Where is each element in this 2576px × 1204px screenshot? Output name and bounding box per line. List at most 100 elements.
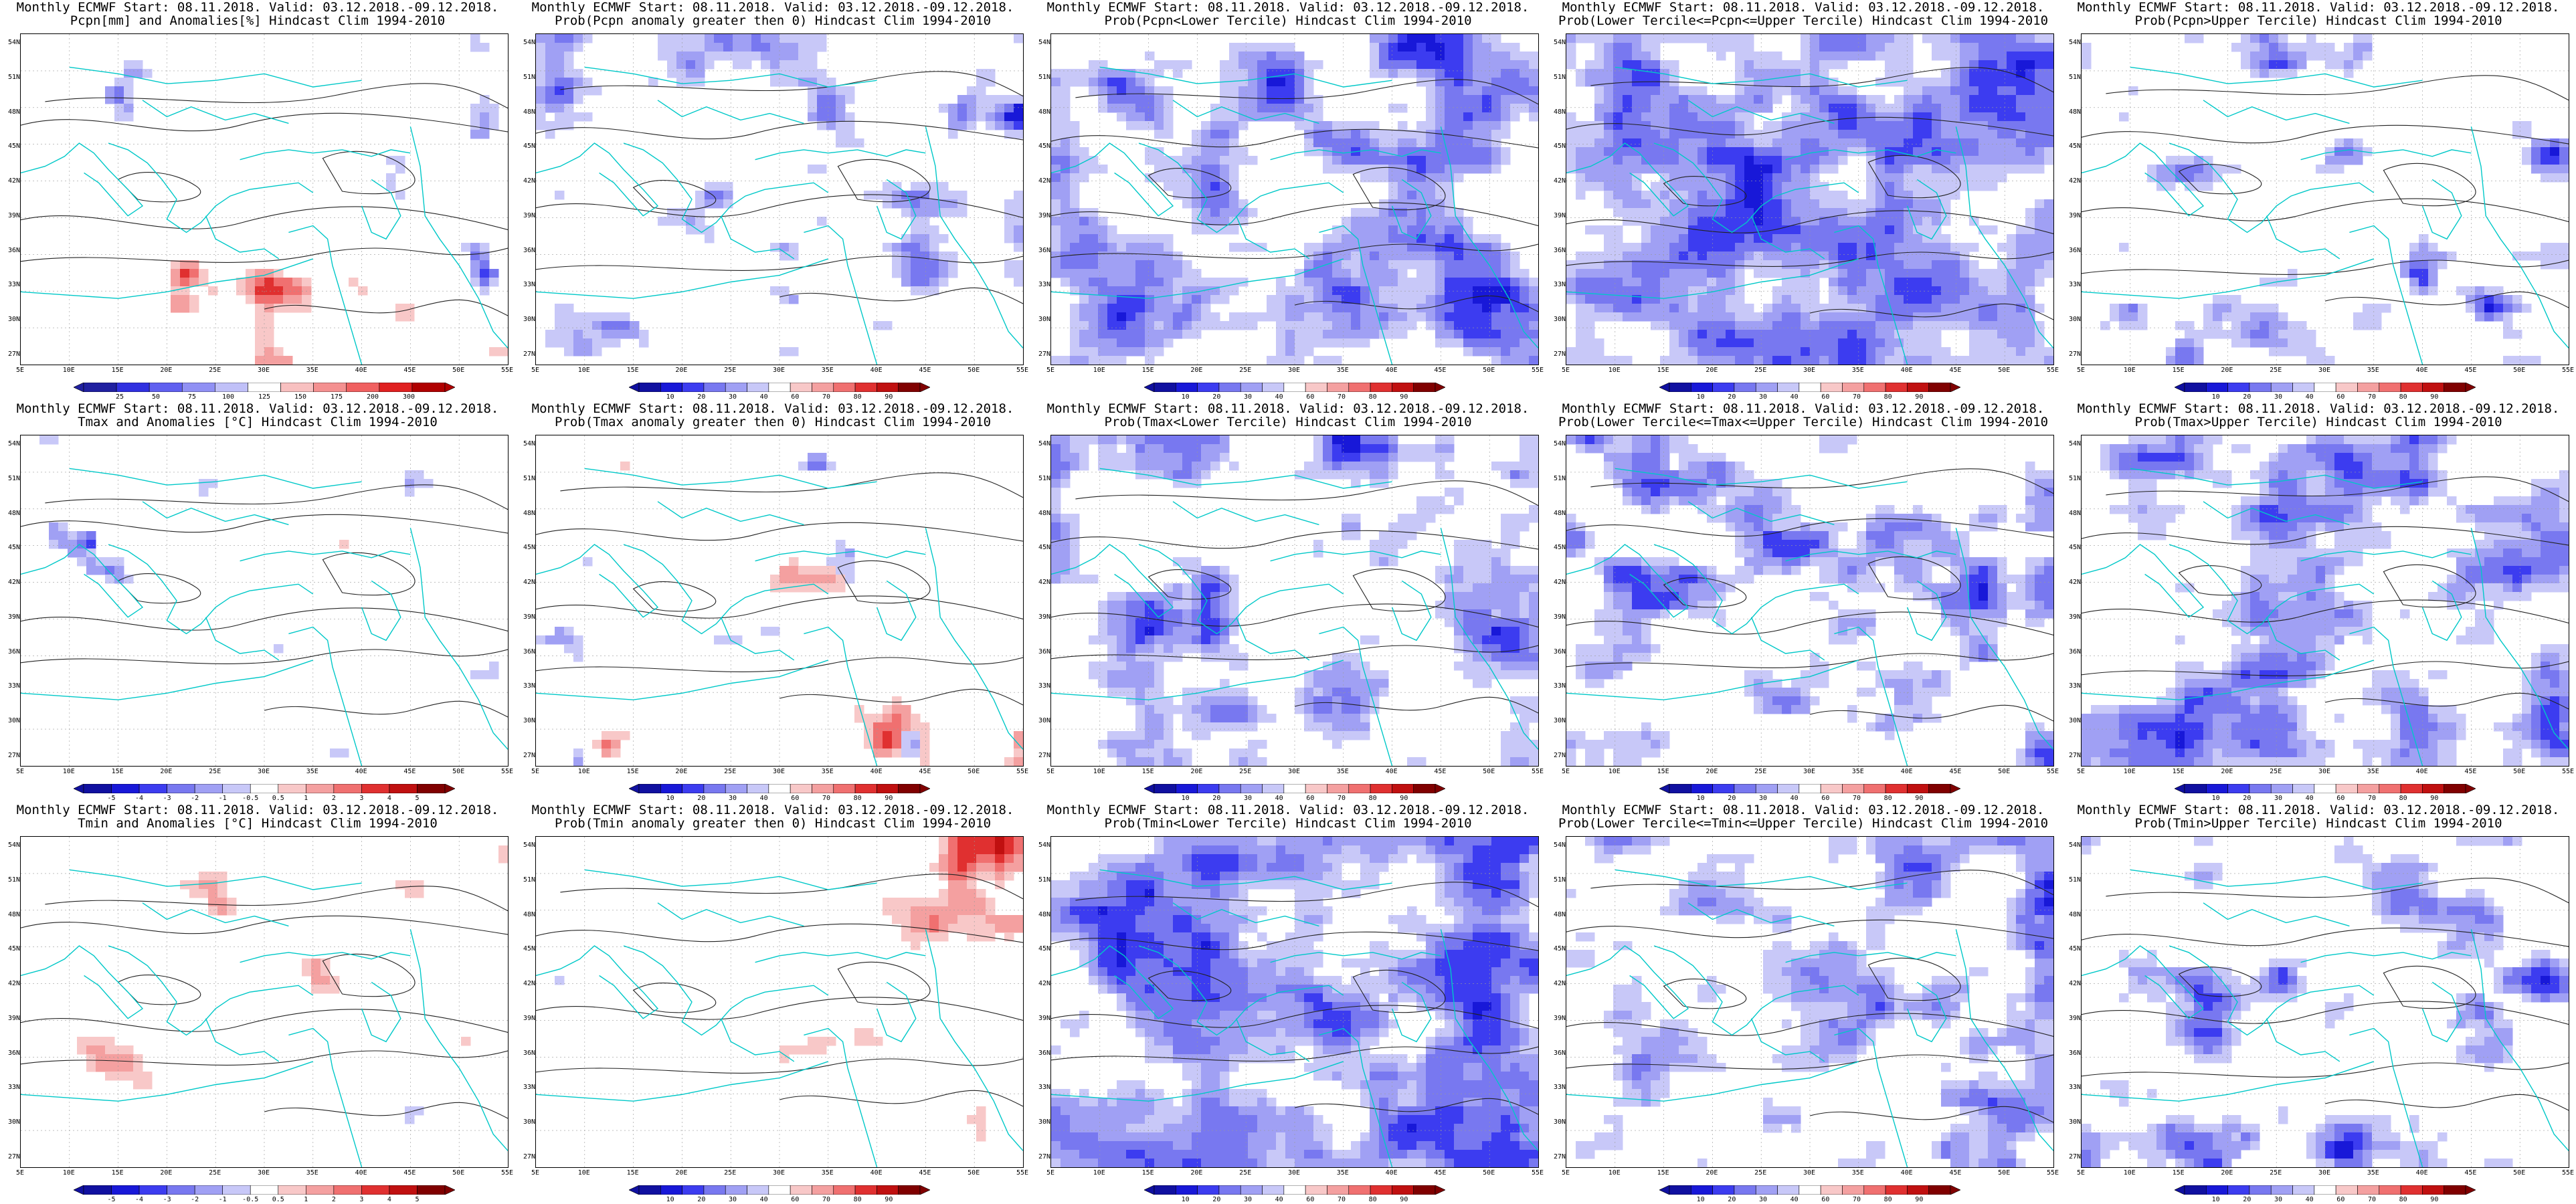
colorbar-label: 10	[1181, 795, 1190, 802]
coastline	[2082, 945, 2205, 1019]
contour-line	[21, 112, 508, 132]
colorbar-label: 60	[1821, 393, 1830, 401]
coastline	[1270, 952, 1441, 963]
contour-line	[837, 961, 931, 1005]
colorbar-label: 60	[791, 795, 800, 802]
map-area	[1050, 33, 1539, 365]
coastline	[1834, 225, 1908, 365]
lon-tick-label: 10E	[62, 1169, 75, 1177]
lon-tick-label: 40E	[355, 367, 367, 374]
lon-tick-label: 15E	[1141, 768, 1154, 775]
map-panel: Monthly ECMWF Start: 08.11.2018. Valid: …	[2061, 803, 2576, 1204]
lon-tick-label: 15E	[2172, 768, 2185, 775]
lon-tick-label: 35E	[821, 768, 834, 775]
lat-tick-label: 42N	[2068, 980, 2081, 988]
coastline	[21, 660, 314, 700]
coastline	[1785, 550, 1956, 562]
coastline	[1834, 626, 1908, 766]
contour-line	[2082, 1062, 2569, 1078]
coastline	[1566, 258, 1859, 299]
colorbar-label: 4	[387, 1196, 391, 1203]
coastline	[205, 617, 280, 661]
lon-tick-label: 50E	[968, 367, 980, 374]
contour-line	[1051, 1046, 1538, 1062]
coastline	[755, 952, 926, 963]
colorbar-label: 150	[294, 393, 307, 401]
lon-tick-label: 45E	[403, 1169, 416, 1177]
colorbar-label: 60	[1306, 393, 1315, 401]
lat-tick-label: 30N	[1553, 316, 1566, 324]
lat-tick-label: 33N	[7, 1084, 20, 1092]
lat-tick-label: 51N	[7, 474, 20, 482]
colorbar-label: 20	[2243, 1196, 2251, 1203]
colorbar-label: 5	[415, 795, 420, 802]
contour-line	[21, 915, 508, 935]
contour-line	[2082, 260, 2569, 275]
lat-tick-label: 33N	[7, 682, 20, 690]
contour-line	[1051, 931, 1538, 951]
contour-line	[1566, 653, 2053, 668]
lat-tick-label: 45N	[2068, 142, 2081, 150]
contour-line	[2178, 164, 2262, 195]
lat-tick-label: 39N	[1038, 613, 1050, 621]
panel-title: Prob(Tmin anomaly greater then 0) Hindca…	[554, 816, 992, 831]
colorbar	[629, 784, 930, 793]
coastline	[925, 528, 1023, 750]
coastline	[288, 1027, 363, 1167]
contour-line	[117, 172, 201, 203]
lat-tick-label: 30N	[1038, 316, 1050, 324]
panel-header: Monthly ECMWF Start: 08.11.2018. Valid: …	[16, 401, 499, 416]
coastline	[536, 660, 829, 700]
contour-line	[2383, 163, 2476, 207]
lon-tick-label: 20E	[160, 1169, 173, 1177]
contour-line	[2082, 526, 2569, 546]
lat-tick-label: 39N	[1553, 613, 1566, 621]
map-panel: Monthly ECMWF Start: 08.11.2018. Valid: …	[515, 401, 1030, 803]
contour-line	[536, 923, 1023, 943]
coastline	[2203, 501, 2350, 526]
lon-tick-label: 40E	[1385, 1169, 1398, 1177]
lon-tick-label: 10E	[1093, 367, 1105, 374]
lon-tick-label: 55E	[1016, 1169, 1029, 1177]
colorbar-label: 40	[1790, 795, 1799, 802]
lat-tick-label: 54N	[7, 440, 20, 447]
lon-tick-label: 15E	[626, 367, 639, 374]
lat-tick-label: 39N	[2068, 1014, 2081, 1022]
lon-tick-label: 30E	[257, 768, 270, 775]
coastline	[1906, 981, 1947, 1043]
coastline	[361, 580, 401, 641]
coastline	[21, 258, 314, 299]
colorbar-label: 20	[697, 1196, 706, 1203]
coastline	[361, 179, 401, 240]
lon-tick-label: 5E	[1561, 1169, 1570, 1177]
lat-tick-label: 48N	[1553, 108, 1566, 116]
coastline	[2421, 981, 2462, 1043]
lat-tick-label: 30N	[1038, 717, 1050, 725]
coastline	[2169, 544, 2375, 635]
lat-tick-label: 51N	[523, 876, 535, 884]
lat-tick-label: 27N	[7, 752, 20, 759]
map-area	[535, 435, 1024, 767]
lat-tick-label: 42N	[1038, 980, 1050, 988]
contour-line	[2082, 599, 2569, 624]
coastline	[1319, 626, 1393, 766]
panel-title: Prob(Tmax>Upper Tercile) Hindcast Clim 1…	[2134, 415, 2502, 429]
lon-tick-label: 20E	[1190, 768, 1203, 775]
lon-tick-label: 30E	[772, 367, 786, 374]
colorbar-label: 80	[1368, 1196, 1377, 1203]
colorbar-label: 70	[1852, 1196, 1861, 1203]
lon-tick-label: 30E	[1803, 1169, 1816, 1177]
panel-title: Tmax and Anomalies [°C] Hindcast Clim 19…	[78, 415, 438, 429]
colorbar-label: 10	[2211, 393, 2220, 401]
colorbar-label: 70	[1337, 393, 1346, 401]
contour-line	[560, 472, 1023, 498]
contour-line	[1294, 696, 1538, 714]
lat-tick-label: 42N	[1038, 177, 1050, 185]
lon-tick-label: 25E	[724, 768, 737, 775]
colorbar-label: -0.5	[242, 795, 259, 802]
coastline	[21, 544, 144, 618]
coastline	[1615, 869, 1908, 890]
lat-tick-label: 33N	[1038, 1084, 1050, 1092]
contour-line	[2082, 1001, 2569, 1025]
lat-tick-label: 39N	[7, 1014, 20, 1022]
